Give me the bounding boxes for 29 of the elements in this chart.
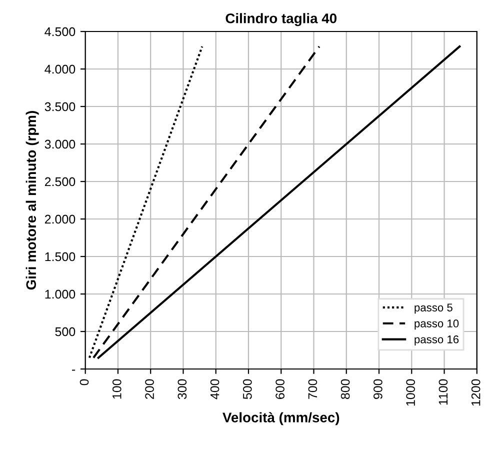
y-tick-label: 4.000	[44, 64, 76, 74]
legend-label: passo 5	[414, 304, 452, 314]
y-tick-label: -	[72, 370, 76, 371]
y-tick-label: 3.500	[44, 102, 76, 112]
y-tick-label: 1.000	[45, 290, 76, 299]
x-tick-label: 0	[80, 379, 89, 386]
x-tick-label: 100	[112, 379, 122, 399]
x-tick-label: 700	[308, 379, 318, 399]
y-tick-label: 1.500	[45, 252, 76, 262]
x-tick-label: 400	[210, 379, 220, 400]
x-axis-title: Velocità (mm/sec)	[222, 412, 340, 426]
y-axis-title: Giri motore al minuto (rpm)	[26, 111, 39, 290]
y-tick-label: 3.000	[44, 140, 76, 149]
x-tick-label: 500	[242, 379, 252, 400]
x-tick-label: 800	[340, 379, 350, 400]
y-tick-label: 2.500	[44, 177, 76, 186]
x-tick-label: 1100	[438, 379, 448, 405]
x-tick-label: 200	[145, 379, 154, 399]
y-tick-label: 4.500	[44, 27, 76, 36]
y-tick-label: 500	[55, 327, 76, 336]
x-tick-label: 300	[178, 379, 187, 400]
x-tick-label: 1000	[406, 379, 415, 406]
legend-label: passo 10	[414, 320, 459, 330]
x-tick-label: 900	[374, 379, 382, 399]
chart-title: Cilindro taglia 40	[226, 13, 337, 26]
x-tick-label: 600	[276, 379, 284, 399]
legend-label: passo 16	[414, 335, 459, 346]
y-tick-label: 2.000	[44, 214, 76, 224]
x-tick-label: 1200	[471, 379, 480, 406]
